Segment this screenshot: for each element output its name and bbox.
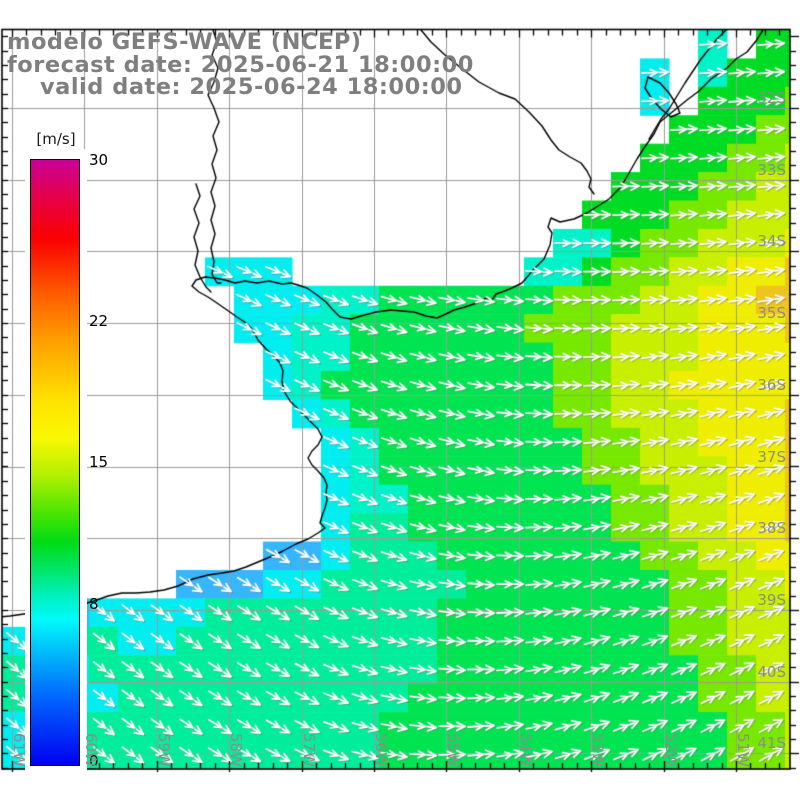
colorbar-gradient: [30, 159, 80, 766]
colorbar-tick-30: 30: [89, 151, 109, 169]
colorbar-tick-15: 15: [89, 453, 109, 471]
colorbar-unit-label: [m/s]: [36, 130, 76, 148]
colorbar: [25, 149, 87, 773]
colorbar-tick-0: 0: [89, 752, 99, 770]
colorbar-tick-22: 22: [89, 312, 109, 330]
colorbar-tick-8: 8: [89, 595, 99, 613]
